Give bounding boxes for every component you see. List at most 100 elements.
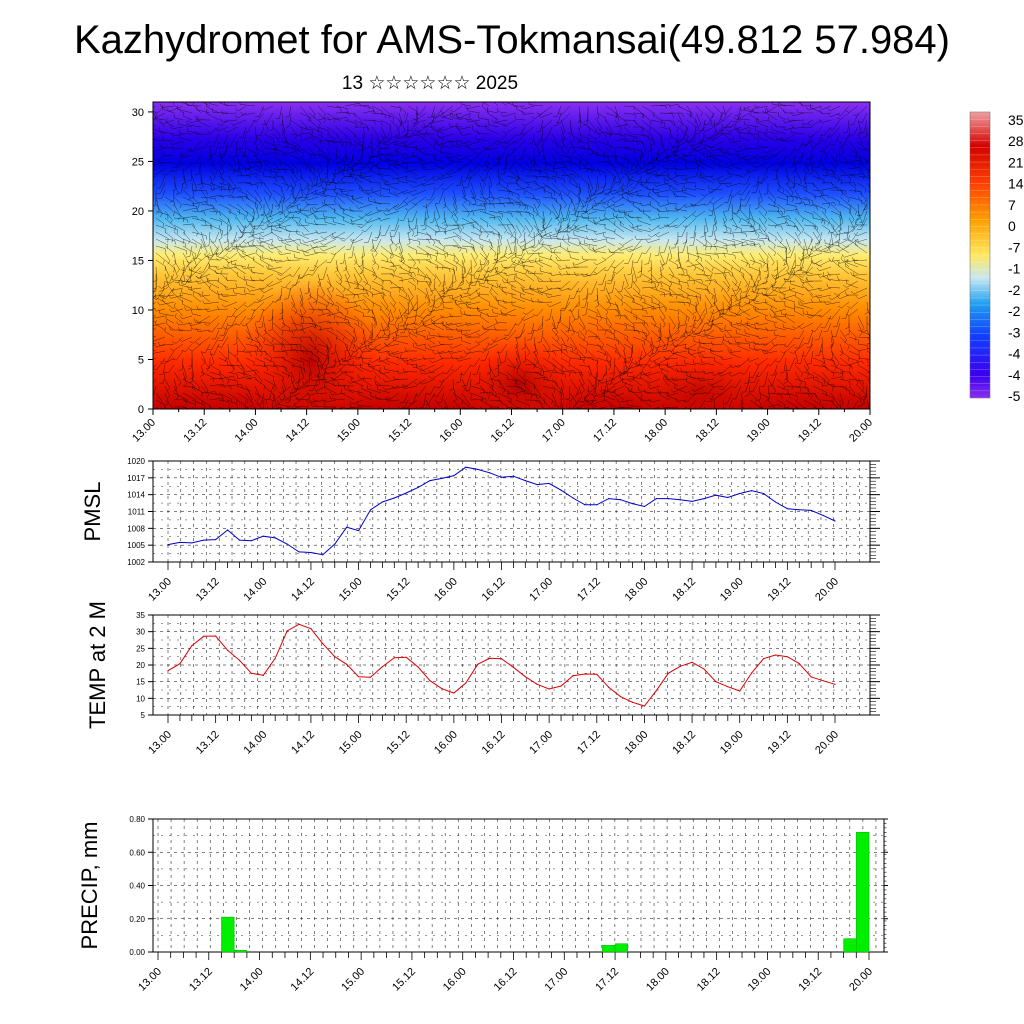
y-tick-label: 0.60 bbox=[129, 848, 145, 857]
data-point bbox=[786, 656, 788, 658]
data-point bbox=[560, 685, 562, 687]
data-point bbox=[798, 509, 800, 511]
data-point bbox=[191, 542, 193, 544]
data-point bbox=[655, 497, 657, 500]
x-tick-label: 15.00 bbox=[337, 729, 365, 757]
x-tick-label: 18.12 bbox=[694, 417, 722, 445]
data-point bbox=[417, 666, 419, 668]
x-tick-label: 17.12 bbox=[593, 966, 621, 994]
colorbar-label: -4 bbox=[1008, 367, 1021, 383]
data-point bbox=[572, 675, 574, 677]
colorbar-frame bbox=[969, 111, 991, 399]
data-point bbox=[346, 526, 348, 528]
data-point bbox=[203, 635, 205, 637]
data-point bbox=[512, 666, 515, 668]
data-point bbox=[250, 672, 252, 674]
data-point bbox=[203, 539, 205, 541]
colorbar-labels: 35 28 21 14 7 0 -7 -1 -2 -2 -3 -4 -4 -5 bbox=[1008, 112, 1024, 404]
data-point bbox=[334, 543, 336, 545]
data-point bbox=[822, 514, 824, 517]
data-point bbox=[167, 544, 169, 546]
x-tick-label: 16.12 bbox=[480, 729, 508, 757]
data-point bbox=[381, 666, 383, 668]
data-point bbox=[691, 500, 693, 502]
x-tick-label: 18.00 bbox=[642, 417, 670, 445]
warm-core-16-12 bbox=[460, 340, 580, 409]
y-tick-label: 25 bbox=[132, 156, 144, 168]
y-tick-label: 25 bbox=[136, 644, 145, 653]
data-point bbox=[512, 475, 515, 477]
x-tick-label: 16.00 bbox=[441, 966, 469, 994]
y-tick-label: 1014 bbox=[127, 491, 145, 500]
colorbar-label: 0 bbox=[1008, 218, 1016, 234]
colorbar-label: 28 bbox=[1008, 133, 1024, 149]
x-tick-label: 19.12 bbox=[766, 576, 794, 604]
data-point bbox=[453, 692, 455, 694]
cross-section-x-axis: 13.00 13.12 14.00 14.12 15.00 15.12 16.00 16.12… bbox=[130, 409, 875, 445]
y-tick-label: 5 bbox=[138, 354, 144, 366]
data-point bbox=[191, 645, 193, 647]
precip-bar bbox=[233, 950, 248, 953]
data-point bbox=[429, 680, 431, 682]
colorbar-label: 7 bbox=[1008, 197, 1016, 213]
x-tick-label: 19.12 bbox=[766, 729, 794, 757]
data-point bbox=[715, 681, 717, 683]
data-point bbox=[739, 492, 741, 495]
data-point bbox=[226, 529, 229, 531]
data-point bbox=[465, 682, 467, 684]
data-point bbox=[596, 673, 598, 675]
data-point bbox=[834, 520, 836, 522]
data-point bbox=[477, 663, 479, 665]
data-point bbox=[751, 490, 753, 492]
colorbar-label: -7 bbox=[1008, 239, 1021, 255]
chart-title: Kazhydromet for AMS-Tokmansai(49.812 57.… bbox=[74, 18, 950, 62]
wind-barbs bbox=[153, 102, 870, 409]
x-tick-label: 20.00 bbox=[813, 576, 841, 604]
precip-bar bbox=[602, 945, 616, 953]
x-tick-label: 13.00 bbox=[146, 729, 174, 757]
x-tick-label: 15.12 bbox=[384, 576, 412, 604]
x-tick-label: 14.00 bbox=[233, 417, 261, 445]
x-tick-label: 14.12 bbox=[289, 966, 317, 994]
data-point bbox=[727, 496, 729, 499]
x-tick-label: 16.12 bbox=[492, 966, 520, 994]
data-point bbox=[250, 540, 252, 542]
data-point bbox=[655, 690, 657, 692]
data-point bbox=[262, 674, 264, 676]
x-tick-label: 17.00 bbox=[542, 966, 570, 994]
data-point bbox=[524, 480, 526, 482]
y-tick-label: 1017 bbox=[127, 474, 145, 483]
x-tick-label: 13.12 bbox=[187, 966, 215, 994]
data-point bbox=[215, 635, 217, 637]
data-point bbox=[346, 663, 348, 665]
x-tick-label: 14.00 bbox=[241, 576, 269, 604]
x-tick-label: 16.00 bbox=[437, 417, 465, 445]
data-point bbox=[477, 468, 479, 471]
data-point bbox=[226, 649, 229, 651]
y-tick-label: 0.20 bbox=[129, 915, 145, 924]
data-point bbox=[381, 501, 383, 503]
data-point bbox=[548, 688, 550, 690]
x-tick-label: 15.00 bbox=[339, 966, 367, 994]
x-tick-label: 13.00 bbox=[136, 966, 164, 994]
data-point bbox=[774, 654, 777, 656]
data-point bbox=[620, 499, 622, 501]
x-tick-label: 18.00 bbox=[644, 966, 672, 994]
data-point bbox=[310, 628, 312, 630]
y-axis-label: TEMP at 2 M bbox=[85, 601, 110, 729]
y-tick-label: 35 bbox=[136, 611, 145, 620]
x-tick-label: 20.00 bbox=[813, 729, 841, 757]
colorbar-label: 14 bbox=[1008, 176, 1024, 192]
data-point bbox=[441, 477, 443, 479]
data-point bbox=[393, 497, 395, 499]
x-tick-label: 13.12 bbox=[194, 729, 222, 757]
x-tick-label: 14.12 bbox=[284, 417, 312, 445]
x-tick-label: 18.00 bbox=[623, 729, 651, 757]
x-tick-label: 17.12 bbox=[575, 729, 603, 757]
x-tick-label: 17.00 bbox=[540, 417, 568, 445]
data-point bbox=[643, 505, 646, 508]
data-point bbox=[679, 665, 681, 667]
data-point bbox=[322, 643, 324, 645]
data-point bbox=[703, 497, 705, 500]
